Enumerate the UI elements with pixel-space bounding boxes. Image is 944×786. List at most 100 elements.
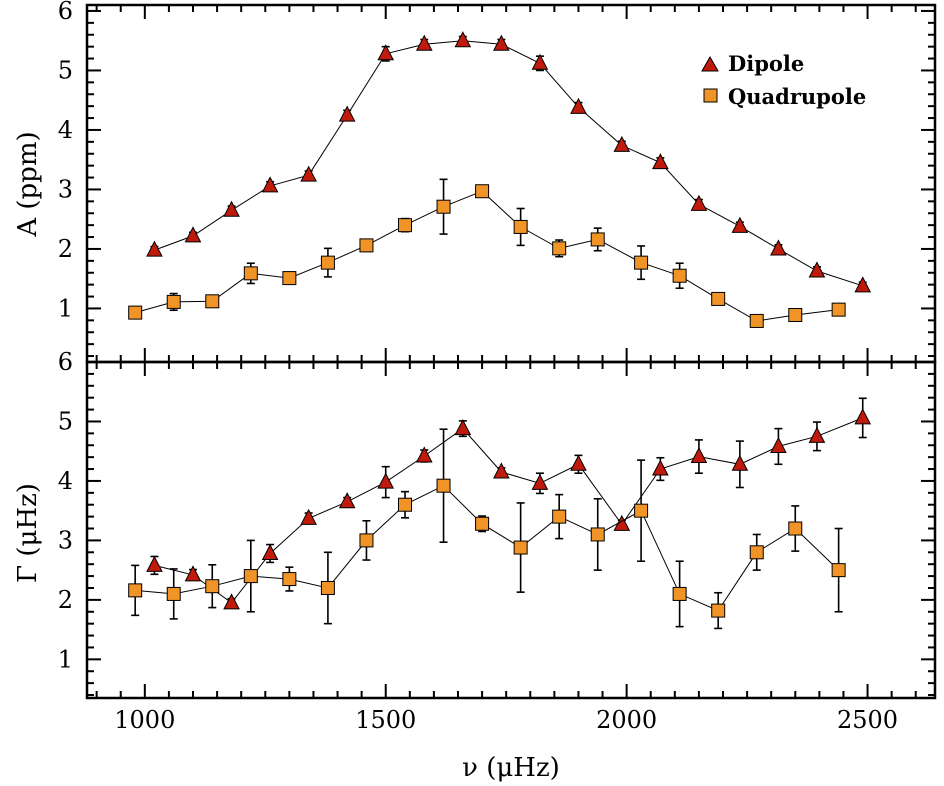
bottom-dipole-point bbox=[531, 473, 549, 490]
bottom-dipole-point bbox=[223, 593, 240, 610]
panel-linewidth: 1000 1500 2000 2500 1 2 3 4 5 6 Γ (μHz) ν (μHz) bbox=[13, 348, 937, 783]
top-quadrupole-point bbox=[590, 232, 605, 247]
x-axis-title: ν (μHz) bbox=[462, 753, 560, 783]
bottom-quadrupole-point bbox=[282, 572, 297, 587]
bottom-dipole-point bbox=[652, 459, 669, 476]
x-tick-label: 1500 bbox=[355, 706, 416, 734]
bottom-quadrupole-point bbox=[398, 497, 412, 512]
y-tick-label: 5 bbox=[58, 407, 73, 435]
bottom-ticks-layer: 1000 1500 2000 2500 1 2 3 4 5 6 bbox=[58, 348, 935, 734]
bottom-quadrupole-point bbox=[205, 579, 220, 594]
top-dipole-point bbox=[493, 34, 510, 51]
top-y-axis-title: A (ppm) bbox=[13, 131, 43, 237]
top-quadrupole-point bbox=[320, 255, 335, 270]
bottom-dipole-point bbox=[570, 454, 587, 471]
bottom-dipole-point bbox=[377, 472, 395, 489]
y-tick-label: 5 bbox=[58, 56, 73, 84]
top-quadrupole-point bbox=[513, 219, 528, 234]
top-dipole-line bbox=[154, 40, 863, 287]
bottom-series-layer bbox=[128, 397, 872, 630]
y-tick-label: 3 bbox=[58, 526, 73, 554]
bottom-quadrupole-point bbox=[831, 563, 846, 578]
bottom-quadrupole-point bbox=[128, 583, 143, 598]
y-tick-label: 2 bbox=[58, 586, 73, 614]
top-quadrupole-point bbox=[128, 305, 143, 320]
top-dipole-point bbox=[338, 105, 356, 122]
top-quadrupole-point bbox=[788, 307, 803, 322]
top-dipole-point bbox=[770, 239, 787, 256]
x-tick-label: 2500 bbox=[837, 706, 898, 734]
y-tick-label: 6 bbox=[58, 348, 73, 376]
bottom-quadrupole-point bbox=[552, 509, 567, 524]
top-quadrupole-point bbox=[436, 199, 451, 214]
top-dipole-point bbox=[146, 240, 163, 257]
y-tick-label: 4 bbox=[58, 116, 73, 144]
top-dipole-point bbox=[223, 200, 240, 217]
top-dipole-point bbox=[690, 194, 708, 211]
y-tick-label: 2 bbox=[58, 235, 73, 263]
top-dipole-point bbox=[300, 165, 317, 182]
bottom-quadrupole-point bbox=[513, 540, 528, 555]
top-quadrupole-point bbox=[475, 184, 490, 199]
bottom-y-axis-title: Γ (μHz) bbox=[13, 483, 43, 583]
top-series-layer bbox=[128, 31, 872, 328]
legend-label-dipole: Dipole bbox=[728, 51, 804, 76]
top-dipole-point bbox=[731, 216, 749, 233]
top-quadrupole-point bbox=[552, 241, 567, 256]
legend: Dipole Quadrupole bbox=[701, 51, 866, 109]
bottom-dipole-point bbox=[854, 408, 872, 425]
top-quadrupole-line bbox=[135, 190, 839, 322]
bottom-plot-frame bbox=[85, 360, 937, 700]
top-dipole-point bbox=[261, 176, 279, 193]
panel-amplitude: 1 2 3 4 5 6 A (ppm) Dipole Quadrupole bbox=[13, 0, 937, 364]
top-dipole-point bbox=[454, 31, 472, 48]
bottom-quadrupole-point bbox=[359, 533, 374, 548]
bottom-quadrupole-point bbox=[590, 527, 605, 542]
bottom-quadrupole-point bbox=[672, 586, 687, 601]
bottom-quadrupole-point bbox=[166, 586, 181, 601]
y-tick-label: 1 bbox=[58, 645, 73, 673]
top-dipole-point bbox=[531, 53, 549, 70]
top-quadrupole-point bbox=[831, 302, 846, 317]
legend-item-dipole: Dipole bbox=[701, 51, 804, 76]
bottom-quadrupole-point bbox=[711, 603, 726, 618]
bottom-quadrupole-point bbox=[475, 516, 490, 531]
legend-item-quadrupole: Quadrupole bbox=[703, 84, 866, 109]
y-tick-label: 3 bbox=[58, 175, 73, 203]
top-dipole-point bbox=[854, 276, 872, 293]
top-quadrupole-point bbox=[398, 218, 412, 233]
top-quadrupole-point bbox=[672, 268, 687, 283]
bottom-dipole-line bbox=[154, 417, 863, 604]
legend-label-quadrupole: Quadrupole bbox=[728, 84, 866, 109]
top-quadrupole-point bbox=[749, 313, 764, 328]
bottom-dipole-point bbox=[338, 492, 356, 509]
bottom-dipole-point bbox=[770, 436, 787, 453]
top-quadrupole-point bbox=[359, 238, 374, 253]
bottom-dipole-point bbox=[731, 454, 749, 471]
bottom-dipole-point bbox=[690, 446, 708, 464]
top-quadrupole-point bbox=[711, 291, 726, 306]
bottom-dipole-point bbox=[808, 426, 826, 443]
x-tick-label: 2000 bbox=[596, 706, 657, 734]
bottom-dipole-point bbox=[454, 419, 472, 436]
legend-square-icon bbox=[703, 88, 718, 103]
bottom-quadrupole-point bbox=[320, 580, 335, 595]
y-tick-label: 1 bbox=[58, 294, 73, 322]
top-dipole-point bbox=[570, 97, 587, 114]
y-tick-label: 4 bbox=[58, 467, 73, 495]
bottom-dipole-point bbox=[493, 462, 510, 479]
top-plot-frame bbox=[85, 3, 937, 364]
top-dipole-point bbox=[613, 135, 631, 152]
top-dipole-point bbox=[377, 44, 395, 61]
top-dipole-point bbox=[652, 153, 669, 170]
y-tick-label: 6 bbox=[58, 0, 73, 25]
bottom-quadrupole-point bbox=[788, 521, 803, 536]
bottom-dipole-point bbox=[415, 446, 433, 463]
x-tick-label: 1000 bbox=[114, 706, 175, 734]
bottom-quadrupole-point bbox=[436, 478, 451, 493]
top-quadrupole-point bbox=[243, 266, 258, 281]
bottom-dipole-point bbox=[184, 565, 202, 582]
bottom-dipole-point bbox=[300, 508, 317, 525]
top-ticks-layer: 1 2 3 4 5 6 bbox=[58, 0, 935, 362]
